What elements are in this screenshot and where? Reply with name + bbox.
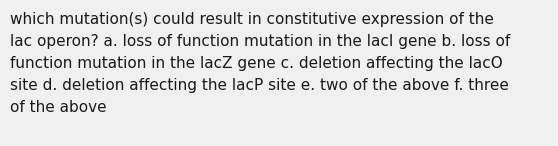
Text: site d. deletion affecting the lacP site e. two of the above f. three: site d. deletion affecting the lacP site… — [10, 78, 509, 93]
Text: of the above: of the above — [10, 100, 107, 115]
Text: which mutation(s) could result in constitutive expression of the: which mutation(s) could result in consti… — [10, 12, 494, 27]
Text: lac operon? a. loss of function mutation in the lacI gene b. loss of: lac operon? a. loss of function mutation… — [10, 34, 510, 49]
Text: function mutation in the lacZ gene c. deletion affecting the lacO: function mutation in the lacZ gene c. de… — [10, 56, 503, 71]
